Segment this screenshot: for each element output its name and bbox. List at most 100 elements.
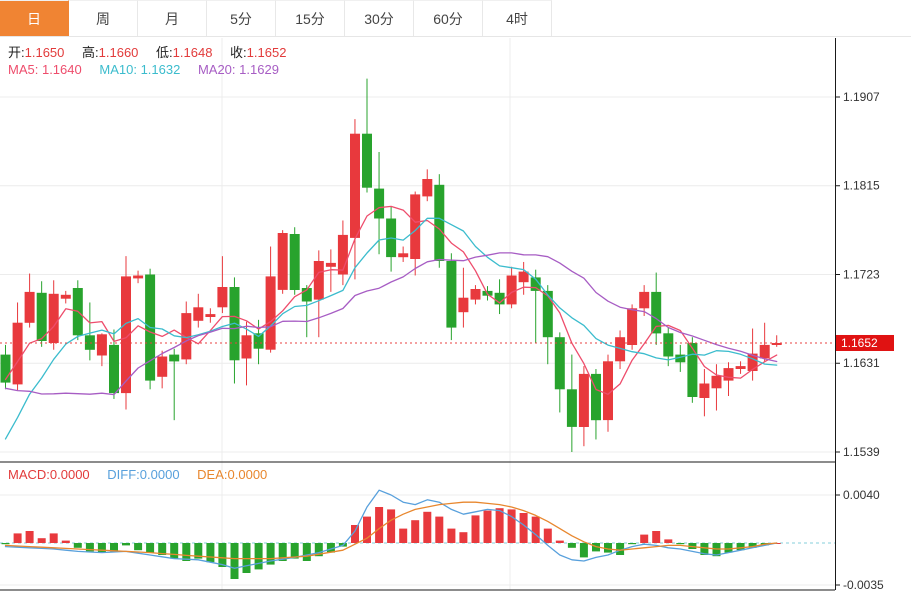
open-label: 开: bbox=[8, 45, 25, 60]
candle-up bbox=[615, 337, 626, 362]
tab-4hour[interactable]: 4时 bbox=[483, 0, 552, 36]
candle-down bbox=[434, 184, 445, 261]
candle-up bbox=[410, 194, 421, 259]
tab-5min[interactable]: 5分 bbox=[207, 0, 276, 36]
candle-down bbox=[566, 389, 577, 427]
macd-hist-bar bbox=[146, 543, 155, 553]
macd-hist-bar bbox=[555, 540, 564, 543]
macd-hist-bar bbox=[73, 543, 82, 548]
macd-hist-bar bbox=[652, 531, 661, 543]
candle-up bbox=[723, 368, 734, 381]
candle-up bbox=[639, 291, 650, 309]
candle-up bbox=[24, 291, 35, 323]
high-value: 1.1660 bbox=[98, 45, 139, 60]
macd-axis-label: 0.0040 bbox=[843, 488, 880, 502]
candle-up bbox=[133, 275, 144, 279]
candle-down bbox=[446, 261, 457, 328]
open-value: 1.1650 bbox=[24, 45, 65, 60]
diff-value: DIFF:0.0000 bbox=[107, 467, 180, 482]
macd-hist-bar bbox=[387, 509, 396, 543]
macd-hist-bar bbox=[314, 543, 323, 557]
macd-hist-bar bbox=[495, 508, 504, 543]
candle-up bbox=[458, 297, 469, 313]
macd-hist-bar bbox=[640, 534, 649, 543]
close-value: 1.1652 bbox=[246, 45, 287, 60]
candle-up bbox=[759, 344, 770, 359]
candle-up bbox=[350, 133, 360, 238]
macd-hist-bar bbox=[49, 533, 58, 543]
macd-hist-bar bbox=[110, 543, 118, 552]
candle-up bbox=[422, 179, 433, 197]
candle-down bbox=[530, 277, 541, 291]
macd-hist-bar bbox=[375, 507, 384, 543]
macd-hist-bar bbox=[351, 525, 359, 543]
candle-down bbox=[687, 343, 698, 397]
tab-15min[interactable]: 15分 bbox=[276, 0, 345, 36]
dea-line bbox=[4, 501, 778, 560]
candle-down bbox=[253, 333, 264, 349]
macd-hist-bar bbox=[290, 543, 299, 559]
last-price-badge-label: 1.1652 bbox=[841, 336, 878, 350]
candle-down bbox=[362, 133, 372, 188]
dea-value: DEA:0.0000 bbox=[197, 467, 268, 482]
macd-hist-bar bbox=[158, 543, 167, 555]
candle-down bbox=[663, 333, 674, 357]
candle-down bbox=[542, 290, 553, 338]
candle-up bbox=[470, 289, 481, 300]
candle-down bbox=[84, 335, 95, 350]
macd-hist-bar bbox=[736, 543, 745, 551]
low-label: 低: bbox=[156, 45, 173, 60]
candle-up bbox=[193, 307, 204, 321]
macd-hist-bar bbox=[363, 516, 371, 543]
candle-up bbox=[337, 234, 348, 275]
candle-up bbox=[241, 335, 252, 359]
candle-up bbox=[506, 275, 517, 305]
candle-up bbox=[711, 375, 722, 389]
tab-month[interactable]: 月 bbox=[138, 0, 207, 36]
macd-hist-bar bbox=[182, 543, 191, 561]
candle-up bbox=[157, 356, 168, 377]
candle-up bbox=[277, 233, 288, 290]
price-axis-label: 1.1815 bbox=[843, 179, 880, 193]
candle-up bbox=[735, 366, 746, 369]
ma20-line bbox=[4, 252, 778, 396]
tab-day[interactable]: 日 bbox=[0, 0, 69, 36]
macd-hist-bar bbox=[604, 543, 612, 553]
candle-up bbox=[603, 361, 613, 421]
macd-hist-bar bbox=[411, 520, 420, 543]
candle-down bbox=[109, 344, 119, 394]
ma10-legend: MA10: 1.1632 bbox=[99, 62, 181, 77]
candle-down bbox=[374, 188, 385, 219]
macd-hist-bar bbox=[278, 543, 287, 561]
candle-down bbox=[289, 234, 300, 290]
macd-hist-bar bbox=[97, 543, 106, 553]
macd-hist-bar bbox=[459, 532, 468, 543]
macd-hist-bar bbox=[531, 516, 540, 543]
candle-down bbox=[591, 373, 601, 421]
macd-hist-bar bbox=[61, 540, 70, 543]
macd-hist-bar bbox=[567, 543, 576, 548]
candle-down bbox=[0, 354, 11, 383]
low-value: 1.1648 bbox=[172, 45, 213, 60]
ma5-line bbox=[4, 205, 778, 395]
price-axis-label: 1.1631 bbox=[843, 356, 880, 370]
candle-down bbox=[651, 291, 662, 334]
candle-down bbox=[36, 292, 47, 341]
price-axis-label: 1.1723 bbox=[843, 267, 880, 281]
candle-up bbox=[627, 308, 638, 345]
macd-hist-bar bbox=[471, 515, 480, 543]
macd-hist-bar bbox=[85, 543, 94, 552]
macd-hist-bar bbox=[1, 543, 10, 545]
candle-down bbox=[554, 337, 565, 390]
candle-up bbox=[96, 334, 107, 356]
tab-30min[interactable]: 30分 bbox=[345, 0, 414, 36]
macd-hist-bar bbox=[700, 543, 709, 555]
macd-hist-bar bbox=[218, 543, 227, 567]
tab-60min[interactable]: 60分 bbox=[414, 0, 483, 36]
tab-week[interactable]: 周 bbox=[69, 0, 138, 36]
macd-hist-bar bbox=[748, 543, 757, 548]
macd-hist-bar bbox=[616, 543, 625, 555]
candle-down bbox=[169, 354, 180, 362]
